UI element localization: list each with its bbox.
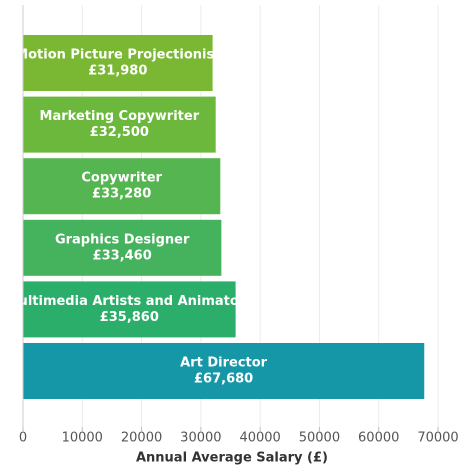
- bar-value-label: £67,680: [194, 372, 253, 387]
- bar: [23, 96, 216, 153]
- bar-value-label: £31,980: [88, 64, 147, 79]
- bar-value-label: £33,280: [92, 187, 151, 202]
- x-tick-label: 10000: [62, 431, 103, 446]
- bar-value-label: £32,500: [90, 125, 149, 140]
- bar-category-label: Multimedia Artists and Animators: [6, 294, 254, 309]
- bar-category-label: Art Director: [180, 356, 268, 371]
- bar-category-label: Marketing Copywriter: [40, 109, 200, 124]
- x-tick-label: 70000: [417, 431, 458, 446]
- bar-value-label: £33,460: [93, 248, 152, 263]
- bars: Motion Picture Projectionist£31,980 Marke…: [6, 35, 425, 399]
- bar: [23, 281, 236, 338]
- bar-category-label: Graphics Designer: [55, 232, 190, 247]
- bar: [23, 35, 213, 91]
- bar-value-label: £35,860: [100, 310, 159, 325]
- bar-category-label: Motion Picture Projectionist: [15, 48, 220, 63]
- bar-category-label: Copywriter: [81, 171, 162, 186]
- bar: [23, 158, 221, 215]
- bar: [23, 343, 425, 399]
- x-tick-label: 60000: [358, 431, 399, 446]
- x-tick-label: 30000: [180, 431, 221, 446]
- x-tick-label: 20000: [121, 431, 162, 446]
- x-tick-label: 40000: [239, 431, 280, 446]
- x-tick-label: 50000: [299, 431, 340, 446]
- x-tick-label: 0: [19, 431, 27, 446]
- x-axis-title: Annual Average Salary (£): [136, 451, 328, 466]
- bar: [23, 219, 222, 276]
